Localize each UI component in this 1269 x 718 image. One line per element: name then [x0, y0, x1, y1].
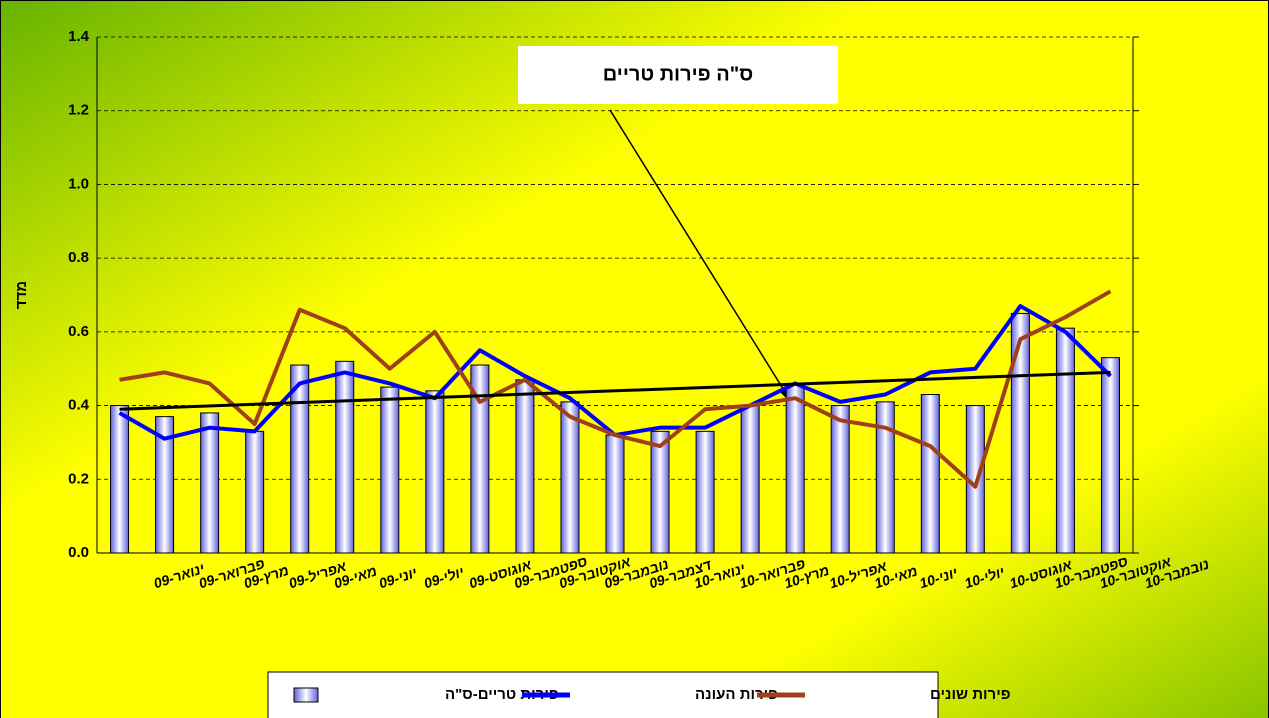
bar	[290, 364, 310, 554]
bar	[785, 382, 805, 554]
bar	[740, 405, 760, 554]
bar	[110, 405, 130, 554]
y-tick-label: 0.0	[68, 544, 89, 561]
bar	[200, 412, 220, 554]
legend-label: פירות שונים	[930, 686, 1011, 703]
y-tick-label: 0.4	[68, 397, 90, 414]
y-tick-label: 0.6	[68, 323, 89, 340]
legend	[267, 671, 939, 718]
y-tick-label: 0.8	[68, 249, 89, 266]
y-tick-label: 1.0	[68, 175, 89, 192]
annotation-arrow	[609, 109, 791, 401]
bar	[470, 364, 490, 554]
line	[119, 289, 1112, 489]
y-tick-label: 1.4	[68, 28, 90, 45]
bar	[830, 405, 850, 554]
bar	[1010, 312, 1030, 554]
y-tick-label: 1.2	[68, 102, 89, 119]
bar	[335, 360, 355, 554]
legend-label: פירות העונה	[695, 686, 778, 703]
bar	[425, 390, 445, 554]
y-axis-label: מדד	[13, 281, 30, 309]
bar	[875, 401, 895, 554]
annotation: ס"ה פירות טריים	[603, 63, 753, 85]
bar	[155, 416, 175, 554]
legend-swatch	[293, 687, 319, 703]
trendline	[119, 370, 1111, 411]
bar	[1100, 357, 1120, 554]
bar	[920, 394, 940, 554]
bar	[650, 430, 670, 554]
y-tick-label: 0.2	[68, 470, 89, 487]
legend-label: פירות טריים-ס"ה	[445, 686, 559, 703]
bar	[560, 401, 580, 554]
bar	[515, 379, 535, 554]
bar	[1055, 327, 1075, 554]
bar	[245, 430, 265, 554]
annotation-box	[518, 46, 838, 104]
bar	[695, 430, 715, 554]
bar	[605, 434, 625, 554]
bar	[380, 386, 400, 554]
